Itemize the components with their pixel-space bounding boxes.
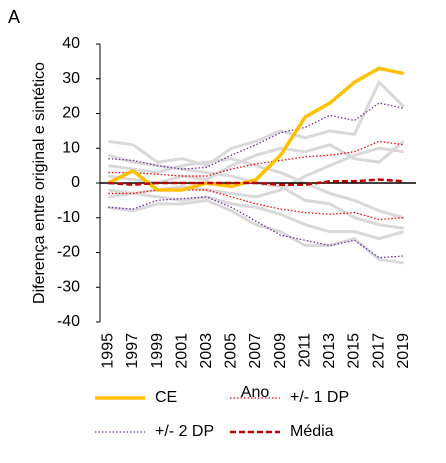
placebo-line [108,140,405,185]
y-tick-label: -20 [57,244,80,261]
y-tick-label: 10 [62,139,80,156]
legend-label: +/- 1 DP [290,389,349,406]
band-lower [108,196,404,259]
x-tick-label: 2017 [370,333,387,369]
legend-label: Média [290,423,334,440]
x-tick-label: 2015 [346,333,363,369]
x-tick-label: 2011 [296,333,313,368]
x-tick-label: 2009 [272,333,289,369]
placebo-line [108,157,405,220]
x-tick-label: 1999 [149,333,166,369]
y-tick-label: 0 [71,174,80,191]
series-line [108,178,404,186]
x-tick-label: 2005 [223,333,240,369]
x-tick-label: 2019 [395,333,412,369]
x-tick-label: 2001 [173,333,190,369]
y-tick-label: -30 [57,278,80,295]
x-axis-label: Ano [241,384,270,401]
x-tick-label: 1997 [124,333,141,369]
x-tick-label: 2013 [321,333,338,369]
band-upper [108,102,404,170]
x-tick-label: 2007 [247,333,264,369]
y-tick-label: 20 [62,105,80,122]
x-tick-label: 2003 [198,333,215,369]
y-axis-label: Diferença entre original e sintético [31,62,48,304]
legend-label: +/- 2 DP [155,423,214,440]
placebo-line [108,188,405,241]
placebo-line [108,198,404,265]
x-tick-label: 1995 [100,333,117,369]
legend-label: CE [155,389,177,406]
y-tick-label: -40 [57,313,80,330]
y-tick-label: 40 [62,35,80,52]
y-tick-label: -10 [57,209,80,226]
band-upper [108,140,404,177]
placebo-line [108,79,405,168]
series-line [107,66,405,192]
y-tick-label: 30 [62,70,80,87]
panel-label: A [8,7,20,27]
